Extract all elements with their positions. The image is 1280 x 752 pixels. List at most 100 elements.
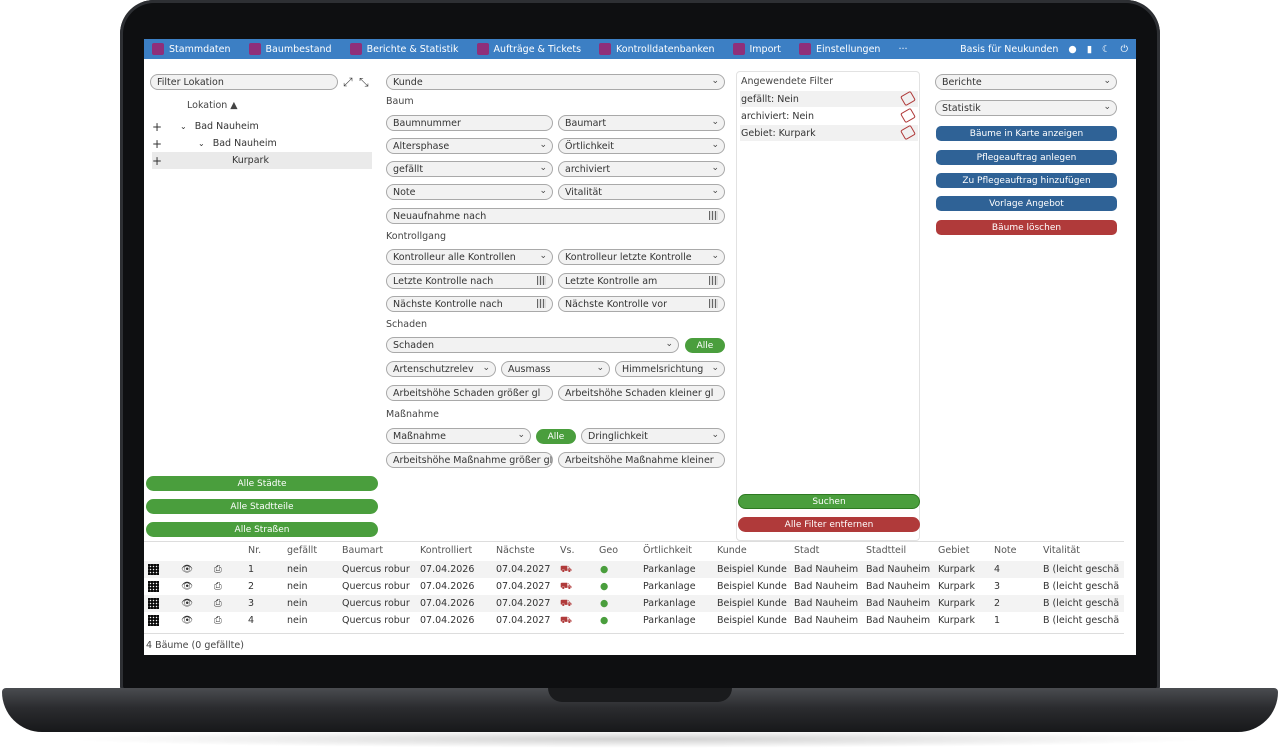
calendar-icon <box>709 276 718 285</box>
show-on-map-button[interactable]: Bäume in Karte anzeigen <box>936 126 1117 141</box>
new-record-date-input[interactable]: Neuaufnahme nach <box>386 208 725 224</box>
nav-baumbestand[interactable]: Baumbestand <box>248 43 332 55</box>
customer-select[interactable]: Kunde ⌄ <box>386 74 725 90</box>
measure-all-button[interactable]: Alle <box>536 429 576 444</box>
col-header[interactable]: Stadtteil <box>866 545 907 556</box>
nav-more[interactable]: ··· <box>898 43 908 55</box>
view-icon: 👁 <box>181 598 194 609</box>
last-inspection-after-input[interactable]: Letzte Kontrolle nach <box>386 273 553 289</box>
table-divider <box>144 541 1124 542</box>
tree-item[interactable]: + ⌄ Bad Nauheim <box>152 119 259 134</box>
database-icon <box>599 43 612 55</box>
location-col-header[interactable]: Lokation ▲ <box>187 100 238 111</box>
list-icon <box>152 43 164 55</box>
table-row[interactable]: 👁 ⎙ 4 nein Quercus robur 07.04.2026 07.0… <box>144 612 1124 629</box>
tree-number-input[interactable]: Baumnummer <box>386 115 553 131</box>
add-to-care-order-button[interactable]: Zu Pflegeauftrag hinzufügen <box>936 173 1117 188</box>
search-button[interactable]: Suchen <box>738 494 920 509</box>
col-header[interactable]: Vs. <box>560 545 575 556</box>
damage-height-max-input[interactable]: Arbeitshöhe Schaden kleiner gl <box>558 385 725 401</box>
calendar-icon <box>709 299 718 308</box>
all-cities-button[interactable]: Alle Städte <box>146 476 378 491</box>
statistics-select[interactable]: Statistik ⌄ <box>935 100 1117 116</box>
view-icon: 👁 <box>181 564 194 575</box>
nav-einstellungen[interactable]: Einstellungen <box>799 43 880 55</box>
vitality-select[interactable]: Vitalität ⌄ <box>558 184 725 200</box>
chevron-down-icon: ⌄ <box>198 139 205 148</box>
locality-select[interactable]: Örtlichkeit ⌄ <box>558 138 725 154</box>
drag-handle-icon <box>148 598 159 609</box>
inspector-last-select[interactable]: Kontrolleur letzte Kontrolle ⌄ <box>558 249 725 265</box>
plus-icon: + <box>152 136 163 151</box>
nav-kontrolldatenbanken[interactable]: Kontrolldatenbanken <box>599 43 715 55</box>
measure-height-min-input[interactable]: Arbeitshöhe Maßnahme größer gle <box>386 452 553 468</box>
note-select[interactable]: Note ⌄ <box>386 184 553 200</box>
last-inspection-on-input[interactable]: Letzte Kontrolle am <box>558 273 725 289</box>
col-header[interactable]: gefällt <box>287 545 318 556</box>
gear-icon <box>799 43 812 55</box>
col-header[interactable]: Kunde <box>717 545 747 556</box>
table-row[interactable]: 👁 ⎙ 1 nein Quercus robur 07.04.2026 07.0… <box>144 561 1124 578</box>
col-header[interactable]: Geo <box>599 545 619 556</box>
eraser-icon[interactable] <box>900 90 916 107</box>
damage-section-title: Schaden <box>386 319 427 330</box>
col-header[interactable]: Baumart <box>342 545 384 556</box>
user-icon[interactable]: ● <box>1068 43 1077 55</box>
col-header[interactable]: Stadt <box>794 545 820 556</box>
plus-icon: + <box>152 153 163 168</box>
tree-item[interactable]: + Kurpark <box>152 152 372 169</box>
damage-height-min-input[interactable]: Arbeitshöhe Schaden größer gl <box>386 385 553 401</box>
clear-filters-button[interactable]: Alle Filter entfernen <box>738 517 920 532</box>
all-districts-button[interactable]: Alle Stadtteile <box>146 499 378 514</box>
plus-icon: + <box>152 119 163 134</box>
direction-select[interactable]: Himmelsrichtung ⌄ <box>615 361 725 377</box>
nav-berichte[interactable]: Berichte & Statistik <box>349 43 459 55</box>
felled-select[interactable]: gefällt ⌄ <box>386 161 553 177</box>
collapse-icon[interactable]: ⤡ <box>359 75 369 89</box>
power-icon[interactable]: ⏻ <box>1120 43 1128 55</box>
table-row[interactable]: 👁 ⎙ 2 nein Quercus robur 07.04.2026 07.0… <box>144 578 1124 595</box>
col-header[interactable]: Note <box>994 545 1017 556</box>
filter-location-input[interactable]: Filter Lokation <box>150 74 338 90</box>
create-care-order-button[interactable]: Pflegeauftrag anlegen <box>936 150 1117 165</box>
age-phase-select[interactable]: Altersphase ⌄ <box>386 138 553 154</box>
damage-select[interactable]: Schaden ⌄ <box>386 337 679 353</box>
tree-item[interactable]: + ⌄ Bad Nauheim <box>152 136 277 151</box>
expand-icon[interactable]: ⤢ <box>343 75 353 89</box>
col-header[interactable]: Örtlichkeit <box>643 545 693 556</box>
map-pin-icon: ● <box>600 564 609 575</box>
nav-auftraege[interactable]: Aufträge & Tickets <box>476 43 581 55</box>
archived-select[interactable]: archiviert ⌄ <box>558 161 725 177</box>
col-header[interactable]: Gebiet <box>938 545 970 556</box>
applied-filter-row: Gebiet: Kurpark <box>740 124 918 141</box>
measure-height-max-input[interactable]: Arbeitshöhe Maßnahme kleiner <box>558 452 725 468</box>
damage-all-button[interactable]: Alle <box>685 338 725 353</box>
col-header[interactable]: Kontrolliert <box>420 545 473 556</box>
table-footer-count: 4 Bäume (0 gefällte) <box>146 640 244 651</box>
reports-select[interactable]: Berichte ⌄ <box>935 74 1117 90</box>
nav-import[interactable]: Import <box>732 43 781 55</box>
phone-icon[interactable]: ▮ <box>1086 43 1092 55</box>
tree-species-select[interactable]: Baumart ⌄ <box>558 115 725 131</box>
extent-select[interactable]: Ausmass ⌄ <box>501 361 610 377</box>
col-header[interactable]: Vitalität <box>1043 545 1081 556</box>
nav-stammdaten[interactable]: Stammdaten <box>152 43 231 55</box>
laptop-notch <box>548 688 732 702</box>
next-inspection-before-input[interactable]: Nächste Kontrolle vor <box>558 296 725 312</box>
calendar-icon <box>537 299 546 308</box>
all-streets-button[interactable]: Alle Straßen <box>146 522 378 537</box>
delete-trees-button[interactable]: Bäume löschen <box>936 220 1117 235</box>
eraser-icon[interactable] <box>900 107 916 124</box>
next-inspection-after-input[interactable]: Nächste Kontrolle nach <box>386 296 553 312</box>
offer-template-button[interactable]: Vorlage Angebot <box>936 196 1117 211</box>
eraser-icon[interactable] <box>900 124 916 141</box>
measure-select[interactable]: Maßnahme ⌄ <box>386 428 531 444</box>
col-header[interactable]: Nr. <box>248 545 262 556</box>
urgency-select[interactable]: Dringlichkeit ⌄ <box>581 428 725 444</box>
inspector-all-select[interactable]: Kontrolleur alle Kontrollen ⌄ <box>386 249 553 265</box>
moon-icon[interactable]: ☾ <box>1101 43 1111 55</box>
table-row[interactable]: 👁 ⎙ 3 nein Quercus robur 07.04.2026 07.0… <box>144 595 1124 612</box>
drag-handle-icon <box>148 615 159 626</box>
species-protection-select[interactable]: Artenschutzrelev ⌄ <box>386 361 496 377</box>
col-header[interactable]: Nächste <box>496 545 535 556</box>
